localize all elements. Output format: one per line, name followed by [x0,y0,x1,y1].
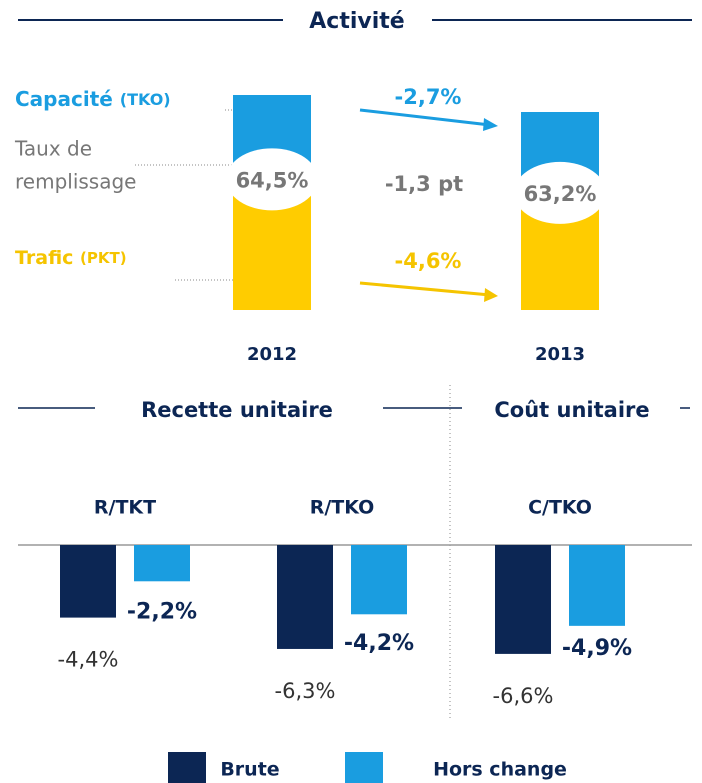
leader-lines [135,109,233,281]
bar [351,545,407,615]
value-label: -6,3% [275,679,336,703]
value-label: -6,6% [493,684,554,708]
load-change: -1,3 pt [385,172,463,196]
bar [134,545,190,582]
label: Trafic [15,247,73,269]
category: R/TKT [94,497,156,519]
capacity-change: -2,7% [395,85,462,109]
title: Activité [309,9,404,34]
section-title: Recette unitaire [141,398,333,422]
traffic-label: Trafic (PKT) [15,247,127,269]
bar [277,545,333,649]
legend-label: Hors change [433,759,567,781]
year: 2013 [535,344,585,365]
load-label: Taux de [14,137,92,161]
legend-swatch [168,752,206,783]
legend-label: Brute [220,759,279,781]
load-bubble [514,161,606,224]
year: 2012 [247,344,297,365]
legend-swatch [345,752,383,783]
bar [569,545,625,626]
arrow [359,281,491,297]
value-label: -4,2% [344,631,414,656]
bar [495,545,551,654]
category: C/TKO [528,497,592,519]
bar [60,545,116,618]
unit: (TKO) [120,90,171,109]
load-bubble [226,148,318,211]
value-label: -2,2% [127,600,197,625]
category: R/TKO [310,497,375,519]
activity-chart: 64,5% 2012 63,2% 2013 [226,95,606,365]
arrow [359,108,491,127]
arrow-head [484,288,498,302]
arrow-head [483,118,498,131]
label: Capacité [15,87,113,111]
unit-chart: R/TKT -4,4% -2,2% R/TKO -6,3% -4,2% C/TKO -6,6%… [58,497,632,783]
traffic-change: -4,6% [395,249,462,273]
unit: (PKT) [80,249,127,267]
section-title: Coût unitaire [494,398,649,422]
load-value: 63,2% [524,182,597,206]
value-label: -4,4% [58,648,119,672]
capacity-label: Capacité (TKO) [15,87,171,111]
load-label: remplissage [15,170,136,194]
value-label: -4,9% [562,636,632,661]
load-value: 64,5% [236,168,309,192]
